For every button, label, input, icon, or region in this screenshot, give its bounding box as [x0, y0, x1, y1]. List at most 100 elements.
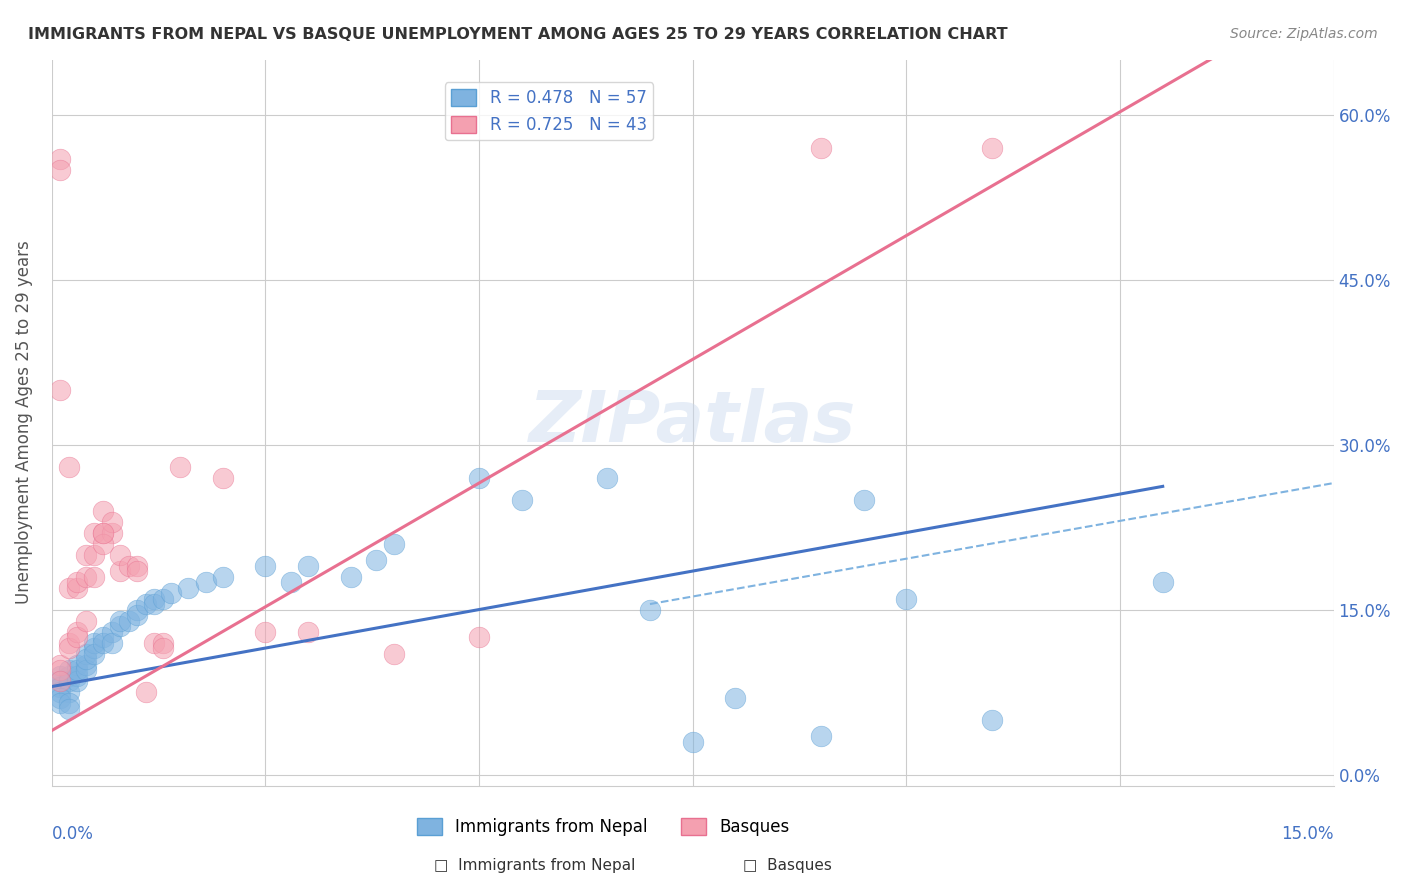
- Point: [382, 647, 405, 661]
- Point: [49, 663, 72, 677]
- Point: [58, 696, 80, 710]
- Text: □  Basques: □ Basques: [742, 858, 832, 872]
- Point: [75, 569, 97, 583]
- Point: [682, 734, 704, 748]
- Point: [66, 657, 89, 672]
- Point: [127, 558, 149, 573]
- Point: [980, 140, 1002, 154]
- Point: [118, 614, 141, 628]
- Point: [810, 140, 832, 154]
- Point: [58, 668, 80, 682]
- Point: [152, 635, 174, 649]
- Point: [980, 713, 1002, 727]
- Point: [66, 668, 89, 682]
- Point: [58, 459, 80, 474]
- Point: [66, 624, 89, 639]
- Point: [100, 624, 122, 639]
- Point: [49, 674, 72, 689]
- Point: [143, 635, 166, 649]
- Point: [366, 553, 388, 567]
- Text: ZIPatlas: ZIPatlas: [529, 388, 856, 457]
- Point: [49, 657, 72, 672]
- Point: [297, 624, 319, 639]
- Point: [75, 657, 97, 672]
- Text: 15.0%: 15.0%: [1281, 825, 1334, 844]
- Point: [91, 536, 114, 550]
- Point: [127, 564, 149, 578]
- Point: [638, 602, 661, 616]
- Point: [152, 591, 174, 606]
- Point: [468, 470, 491, 484]
- Point: [66, 674, 89, 689]
- Point: [340, 569, 363, 583]
- Point: [66, 581, 89, 595]
- Point: [100, 635, 122, 649]
- Point: [58, 635, 80, 649]
- Point: [1152, 575, 1174, 590]
- Point: [66, 630, 89, 644]
- Point: [49, 680, 72, 694]
- Point: [100, 525, 122, 540]
- Point: [254, 558, 277, 573]
- Point: [91, 525, 114, 540]
- Point: [83, 525, 105, 540]
- Point: [160, 586, 183, 600]
- Point: [49, 383, 72, 397]
- Point: [810, 729, 832, 743]
- Point: [49, 162, 72, 177]
- Point: [108, 619, 131, 633]
- Text: □  Immigrants from Nepal: □ Immigrants from Nepal: [433, 858, 636, 872]
- Point: [127, 602, 149, 616]
- Point: [83, 569, 105, 583]
- Point: [75, 652, 97, 666]
- Text: IMMIGRANTS FROM NEPAL VS BASQUE UNEMPLOYMENT AMONG AGES 25 TO 29 YEARS CORRELATI: IMMIGRANTS FROM NEPAL VS BASQUE UNEMPLOY…: [28, 27, 1008, 42]
- Point: [49, 690, 72, 705]
- Point: [83, 548, 105, 562]
- Point: [49, 696, 72, 710]
- Point: [127, 608, 149, 623]
- Point: [852, 492, 875, 507]
- Point: [58, 641, 80, 656]
- Point: [118, 558, 141, 573]
- Point: [83, 641, 105, 656]
- Point: [108, 564, 131, 578]
- Point: [143, 597, 166, 611]
- Point: [91, 503, 114, 517]
- Point: [58, 663, 80, 677]
- Point: [49, 674, 72, 689]
- Point: [83, 635, 105, 649]
- Point: [596, 470, 619, 484]
- Point: [49, 152, 72, 166]
- Point: [510, 492, 533, 507]
- Point: [58, 685, 80, 699]
- Point: [75, 647, 97, 661]
- Point: [91, 635, 114, 649]
- Point: [49, 685, 72, 699]
- Point: [75, 548, 97, 562]
- Point: [135, 597, 157, 611]
- Text: 0.0%: 0.0%: [52, 825, 94, 844]
- Point: [66, 663, 89, 677]
- Legend: R = 0.478   N = 57, R = 0.725   N = 43: R = 0.478 N = 57, R = 0.725 N = 43: [444, 82, 654, 140]
- Point: [108, 548, 131, 562]
- Point: [83, 647, 105, 661]
- Point: [468, 630, 491, 644]
- Point: [169, 459, 191, 474]
- Point: [194, 575, 217, 590]
- Point: [211, 470, 233, 484]
- Point: [382, 536, 405, 550]
- Y-axis label: Unemployment Among Ages 25 to 29 years: Unemployment Among Ages 25 to 29 years: [15, 241, 32, 605]
- Point: [135, 685, 157, 699]
- Point: [49, 668, 72, 682]
- Point: [254, 624, 277, 639]
- Point: [724, 690, 747, 705]
- Point: [75, 614, 97, 628]
- Point: [177, 581, 200, 595]
- Point: [896, 591, 918, 606]
- Point: [100, 515, 122, 529]
- Point: [143, 591, 166, 606]
- Point: [152, 641, 174, 656]
- Point: [91, 525, 114, 540]
- Point: [108, 614, 131, 628]
- Point: [58, 674, 80, 689]
